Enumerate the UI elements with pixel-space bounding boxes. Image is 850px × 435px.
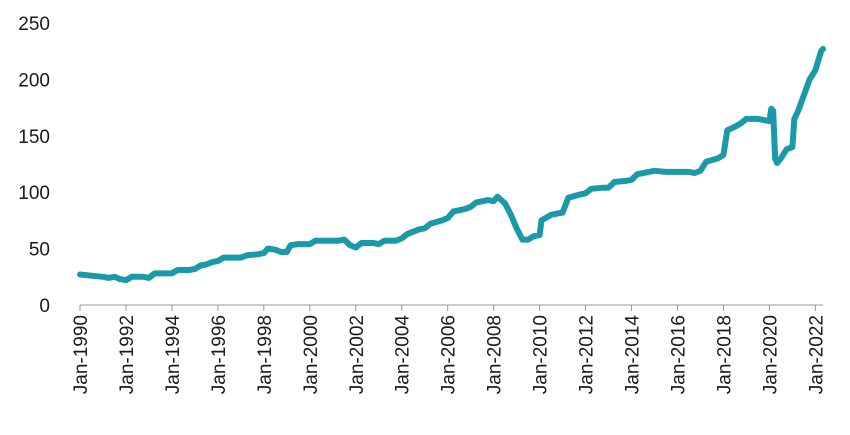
x-tick-label: Jan-1998: [255, 315, 276, 394]
y-tick-label: 200: [18, 70, 50, 91]
x-tick-label: Jan-2014: [623, 315, 644, 395]
plot-area: [77, 45, 826, 284]
x-tick-label: Jan-2004: [393, 315, 414, 395]
x-tick-label: Jan-2000: [301, 315, 322, 394]
x-tick-label: Jan-2018: [714, 315, 735, 394]
x-tick-label: Jan-2012: [577, 315, 598, 394]
x-tick-label: Jan-1990: [71, 315, 92, 394]
x-tick-label: Jan-1994: [163, 315, 184, 395]
x-tick-label: Jan-1996: [209, 315, 230, 394]
series-line: [77, 45, 826, 284]
x-tick-label: Jan-2008: [485, 315, 506, 394]
x-axis: Jan-1990 Jan-1992 Jan-1994 Jan-1996 Jan-1998…: [71, 304, 827, 395]
x-tick-label: Jan-2020: [760, 315, 781, 394]
y-tick-label: 100: [18, 183, 50, 204]
x-tick-label: Jan-2010: [531, 315, 552, 394]
y-tick-label: 250: [18, 14, 50, 35]
x-tick-label: Jan-1992: [117, 315, 138, 394]
y-tick-label: 0: [39, 296, 50, 317]
x-tick-label: Jan-2002: [347, 315, 368, 394]
y-axis: 0 50 100 150 200 250: [18, 14, 50, 317]
y-tick-label: 50: [29, 240, 50, 261]
y-tick-label: 150: [18, 127, 50, 148]
x-tick-label: Jan-2006: [439, 315, 460, 394]
x-tick-label: Jan-2022: [806, 315, 827, 394]
x-tick-label: Jan-2016: [668, 315, 689, 394]
